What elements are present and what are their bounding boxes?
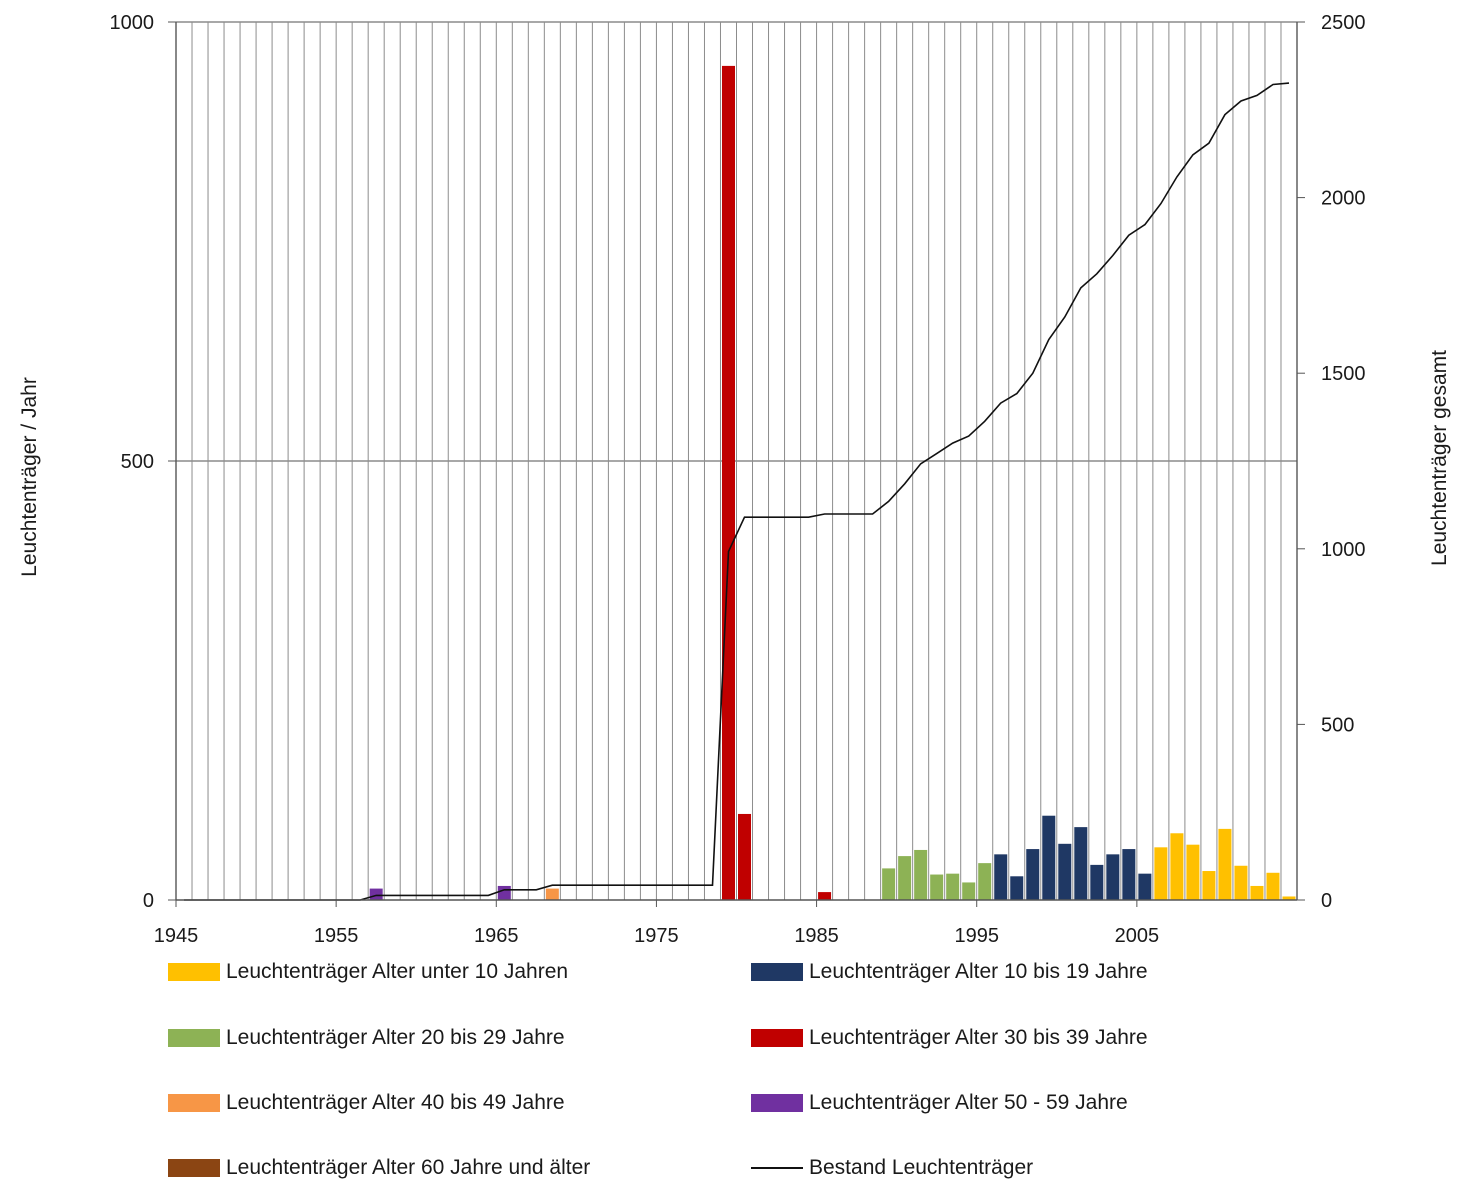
bar <box>898 856 912 900</box>
bar <box>1090 864 1104 900</box>
bar <box>1058 843 1072 900</box>
x-tick-label: 1945 <box>154 925 199 947</box>
left-axis-title: Leuchtenträger / Jahr <box>18 377 41 577</box>
bar <box>1026 849 1040 900</box>
bar <box>930 874 944 900</box>
x-tick-label: 1965 <box>474 925 519 947</box>
bar <box>1138 873 1152 900</box>
left-tick-label: 500 <box>121 451 154 473</box>
bar <box>1266 872 1280 900</box>
bar <box>1250 885 1264 900</box>
right-tick-label: 2000 <box>1321 188 1366 210</box>
x-tick-label: 1955 <box>314 925 359 947</box>
x-tick-label: 1985 <box>794 925 839 947</box>
right-tick-label: 2500 <box>1321 12 1366 34</box>
bar <box>1186 844 1200 900</box>
axes: 0 500 1000 0 500 1000 1500 2000 2500 1945 1955 1965… <box>110 12 1366 947</box>
bar <box>978 863 992 900</box>
x-tick-label: 1975 <box>634 925 679 947</box>
bar <box>1218 828 1232 900</box>
bar <box>1074 827 1088 900</box>
right-tick-label: 500 <box>1321 714 1354 736</box>
bar <box>882 868 896 900</box>
bar <box>1202 871 1216 900</box>
bar <box>1234 865 1248 900</box>
bar <box>914 849 928 900</box>
stock-line <box>184 82 1290 901</box>
right-tick-label: 0 <box>1321 890 1332 912</box>
bars <box>369 65 1296 900</box>
grid <box>175 21 1298 900</box>
bar <box>1170 833 1184 900</box>
bar <box>818 892 832 900</box>
right-tick-label: 1500 <box>1321 363 1366 385</box>
left-tick-label: 1000 <box>110 12 155 34</box>
x-tick-label: 2005 <box>1115 925 1160 947</box>
bar <box>369 888 383 900</box>
x-tick-label: 1995 <box>954 925 999 947</box>
bar <box>1282 896 1296 900</box>
bar <box>497 885 511 900</box>
bar <box>545 888 559 900</box>
bar <box>721 65 735 900</box>
bar <box>1154 847 1168 900</box>
right-tick-label: 1000 <box>1321 539 1366 561</box>
bar <box>1010 876 1024 900</box>
bar <box>994 854 1008 900</box>
stock-line-path <box>184 82 1290 901</box>
bar <box>1122 849 1136 900</box>
bar <box>1042 815 1056 900</box>
bar <box>1106 854 1120 900</box>
right-axis-title: Leuchtenträger gesamt <box>1428 350 1451 566</box>
left-tick-label: 0 <box>143 890 154 912</box>
bar <box>946 873 960 900</box>
bar <box>962 882 976 900</box>
bar <box>738 813 752 900</box>
